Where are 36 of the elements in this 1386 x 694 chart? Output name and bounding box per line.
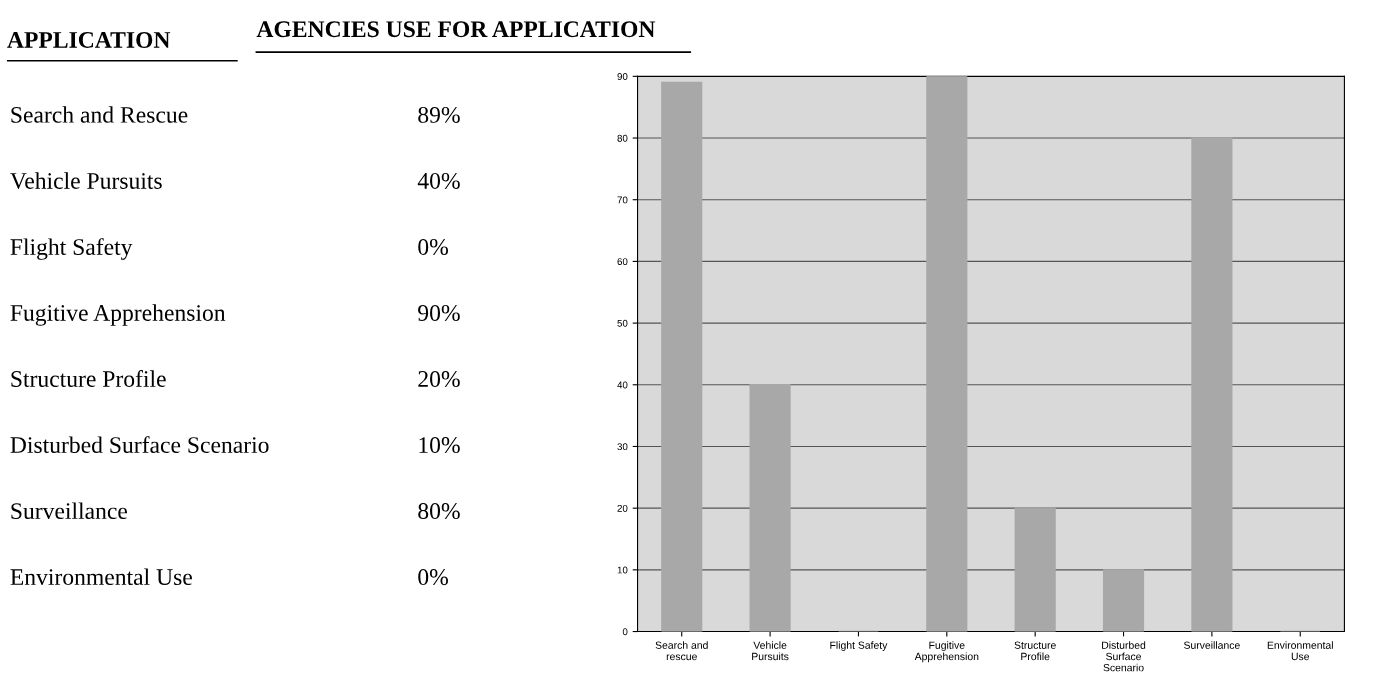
y-tick-label: 40 xyxy=(617,381,628,389)
text: Structure Profile xyxy=(11,370,166,387)
text: Disturbed Surface Scenario xyxy=(10,436,269,453)
x-tick-label: Search and rescue xyxy=(655,641,708,661)
text: 80% xyxy=(418,503,460,520)
y-tick-label: 70 xyxy=(617,196,628,204)
text: Fugitive Apprehension xyxy=(10,304,226,326)
text: Environmental Use xyxy=(10,568,192,586)
text: APPLICATION xyxy=(7,32,171,48)
text: 40% xyxy=(417,172,460,189)
text: 10% xyxy=(419,437,460,454)
text: Flight Safety xyxy=(10,238,133,260)
text: 20% xyxy=(418,371,460,388)
y-tick-label: 60 xyxy=(617,258,628,266)
text: 0% xyxy=(418,569,448,586)
y-tick-label: 10 xyxy=(617,566,628,574)
y-tick-label: 80 xyxy=(617,134,628,142)
y-tick-label: 0 xyxy=(622,628,628,636)
text: Vehicle Pursuits xyxy=(10,172,162,189)
text: 0% xyxy=(418,238,448,255)
x-tick-label: Disturbed Surface Scenario xyxy=(1102,641,1146,672)
y-tick-label: 30 xyxy=(617,443,628,451)
y-tick-label: 90 xyxy=(617,73,628,80)
y-tick-label: 20 xyxy=(617,504,628,512)
x-tick-label: Fugitive Apprehension xyxy=(914,641,979,663)
text: 89% xyxy=(418,106,460,123)
x-tick-label: Environmental Use xyxy=(1267,641,1333,661)
text: 90% xyxy=(418,305,460,322)
x-tick-label: Vehicle Pursuits xyxy=(752,641,789,661)
x-tick-label: Flight Safety xyxy=(830,641,888,651)
text: Surveillance xyxy=(11,502,128,520)
y-tick-label: 50 xyxy=(617,319,628,327)
chart-title: AGENCIES USE FOR APPLICATION xyxy=(256,21,656,38)
text: Search and Rescue xyxy=(11,106,188,123)
x-tick-label: Structure Profile xyxy=(1014,641,1056,661)
x-tick-label: Surveillance xyxy=(1183,641,1240,649)
